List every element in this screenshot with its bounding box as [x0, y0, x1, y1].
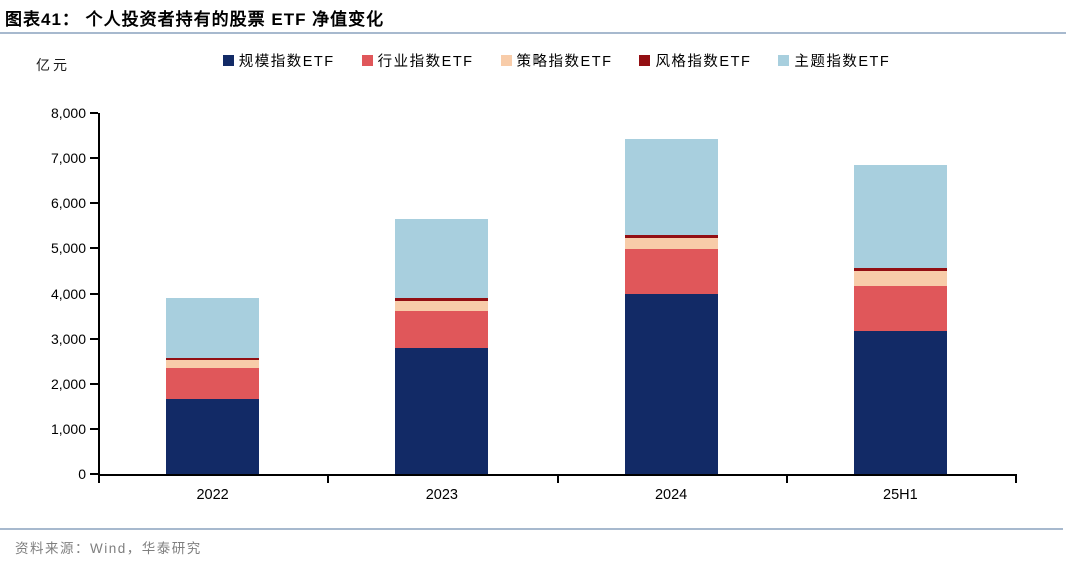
y-axis-tick-label: 3,000 — [50, 330, 86, 347]
bar-segment-行业指数ETF — [166, 368, 260, 400]
x-axis-tick-mark — [556, 476, 559, 483]
legend-item-策略指数ETF: 策略指数ETF — [500, 50, 613, 71]
stacked-bar-2023 — [395, 218, 489, 474]
legend-label: 主题指数ETF — [794, 54, 891, 70]
legend-label: 规模指数ETF — [238, 54, 335, 70]
x-axis-category-label: 2024 — [654, 487, 688, 503]
y-axis-unit-label: 亿元 — [36, 57, 70, 73]
x-axis-tick-mark — [1015, 476, 1017, 483]
y-axis-tick-mark — [90, 473, 98, 475]
bar-segment-策略指数ETF — [624, 238, 718, 249]
bar-segment-策略指数ETF — [166, 360, 260, 369]
x-axis-tick-mark — [98, 476, 100, 483]
bar-segment-主题指数ETF — [395, 218, 489, 299]
legend-swatch-icon — [222, 55, 234, 66]
title-divider-line — [0, 32, 1066, 34]
legend-swatch-icon — [500, 55, 512, 66]
y-axis-tick-label: 7,000 — [50, 150, 86, 167]
y-axis-tick-mark — [90, 112, 98, 114]
legend-swatch-icon — [639, 55, 651, 66]
y-axis-tick-label: 0 — [78, 466, 86, 482]
figure-title: 图表41： 个人投资者持有的股票 ETF 净值变化 — [5, 10, 385, 29]
bar-segment-规模指数ETF — [395, 347, 489, 474]
bar-segment-主题指数ETF — [624, 138, 718, 235]
stacked-bar-25H1 — [853, 165, 947, 474]
y-axis-tick-mark — [90, 292, 98, 295]
y-axis-tick-mark — [90, 337, 98, 340]
y-axis-tick-label: 5,000 — [50, 240, 86, 257]
bar-segment-风格指数ETF — [624, 234, 718, 239]
x-axis-tick-mark — [785, 476, 788, 483]
bar-segment-策略指数ETF — [853, 271, 947, 287]
chart-legend: 规模指数ETF 行业指数ETF 策略指数ETF 风格指数ETF 主题指数ETF — [98, 50, 1015, 71]
y-axis-tick-label: 8,000 — [50, 105, 86, 121]
source-note: 资料来源：Wind，华泰研究 — [15, 541, 202, 556]
bar-segment-主题指数ETF — [166, 298, 260, 358]
legend-item-行业指数ETF: 行业指数ETF — [361, 50, 474, 71]
legend-item-风格指数ETF: 风格指数ETF — [639, 50, 751, 71]
bar-segment-行业指数ETF — [624, 248, 718, 295]
footer-divider-line — [0, 528, 1063, 530]
y-axis-tick-mark — [90, 247, 98, 250]
legend-label: 行业指数ETF — [377, 54, 474, 70]
bar-segment-风格指数ETF — [853, 268, 947, 272]
y-axis-tick-label: 6,000 — [50, 195, 86, 212]
y-axis-tick-mark — [90, 427, 98, 430]
legend-swatch-icon — [778, 55, 790, 66]
bar-segment-行业指数ETF — [853, 286, 947, 331]
bar-segment-规模指数ETF — [853, 330, 947, 474]
bar-segment-行业指数ETF — [395, 310, 489, 348]
stacked-bar-2022 — [166, 298, 260, 474]
bar-segment-策略指数ETF — [395, 300, 489, 311]
y-axis-tick-label: 1,000 — [50, 420, 86, 437]
legend-label: 风格指数ETF — [655, 54, 752, 70]
y-axis-tick-mark — [90, 157, 98, 160]
y-axis-tick-label: 4,000 — [50, 285, 86, 302]
x-axis-category-label: 25H1 — [883, 487, 918, 503]
bar-segment-规模指数ETF — [166, 399, 260, 474]
legend-label: 策略指数ETF — [516, 54, 613, 70]
x-axis-category-label: 2023 — [425, 487, 458, 503]
plot-area — [98, 113, 1017, 476]
x-axis-category-label: 2022 — [196, 487, 229, 503]
legend-item-主题指数ETF: 主题指数ETF — [778, 50, 890, 71]
legend-item-规模指数ETF: 规模指数ETF — [222, 50, 335, 71]
bar-segment-风格指数ETF — [166, 357, 260, 361]
bar-segment-主题指数ETF — [853, 165, 947, 269]
legend-swatch-icon — [361, 55, 373, 66]
y-axis-tick-mark — [90, 382, 98, 385]
bar-segment-风格指数ETF — [395, 298, 489, 301]
x-axis-tick-mark — [327, 476, 330, 483]
stacked-bar-2024 — [624, 138, 718, 474]
y-axis-tick-label: 2,000 — [50, 375, 86, 392]
y-axis-tick-mark — [90, 202, 98, 205]
bar-segment-规模指数ETF — [624, 294, 718, 474]
